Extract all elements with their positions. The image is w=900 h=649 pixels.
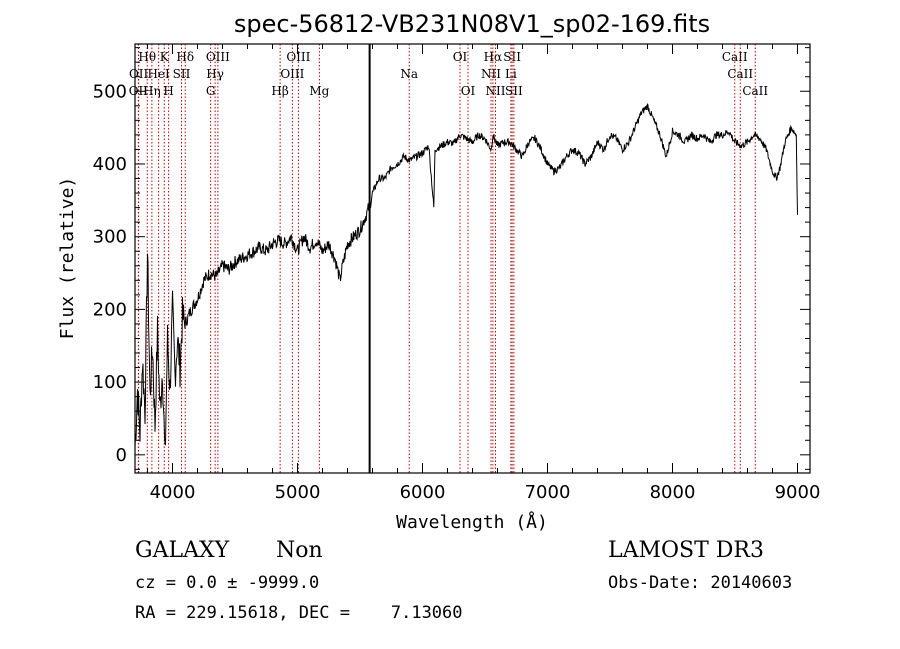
spectrum-series bbox=[134, 103, 798, 448]
spectrum-line bbox=[134, 103, 798, 448]
x-tick-label: 6000 bbox=[400, 482, 446, 503]
spectral-line-label: Hα bbox=[484, 50, 503, 64]
spectral-line-label: G bbox=[206, 84, 216, 98]
spectral-line-label: SII bbox=[505, 84, 523, 98]
spectral-line-label: Hδ bbox=[176, 50, 194, 64]
y-tick-label: 500 bbox=[93, 81, 127, 102]
spectral-line-label: OI bbox=[461, 84, 476, 98]
plot-frame bbox=[134, 43, 811, 474]
spectral-line-label: NII bbox=[486, 84, 506, 98]
spectral-line-label: OI bbox=[453, 50, 468, 64]
spectral-line-label: Na bbox=[400, 67, 418, 81]
spectral-line-label: H bbox=[163, 84, 173, 98]
x-tick-label: 5000 bbox=[275, 482, 321, 503]
spectral-line-label: Hβ bbox=[271, 84, 288, 98]
y-tick-label: 200 bbox=[93, 299, 127, 320]
axis-ticks: 4000 5000 6000 7000 8000 9000 0 100 200 300 400 500 bbox=[93, 44, 821, 503]
spectral-line-label: HeI bbox=[147, 67, 170, 81]
spectral-line-label: Mg bbox=[309, 84, 329, 98]
spectral-line-label: OII bbox=[129, 67, 149, 81]
obs-date: Obs-Date: 20140603 bbox=[608, 573, 793, 593]
spectral-line-label: OIII bbox=[206, 50, 230, 64]
spectral-line-label: CaII bbox=[727, 67, 753, 81]
x-tick-label: 8000 bbox=[650, 482, 696, 503]
x-tick-label: 4000 bbox=[150, 482, 196, 503]
coordinates: RA = 229.15618, DEC = 7.13060 bbox=[135, 603, 463, 623]
spectral-line-label: Hθ bbox=[138, 50, 156, 64]
spectral-line-label: OIII bbox=[280, 67, 304, 81]
redshift-info: cz = 0.0 ± -9999.0 bbox=[135, 573, 320, 593]
spectral-line-label: SII bbox=[173, 67, 191, 81]
y-axis-label: Flux (relative) bbox=[57, 177, 78, 340]
spectral-line-label: OIII bbox=[286, 50, 310, 64]
y-tick-label: 300 bbox=[93, 227, 127, 248]
spectral-line-label: SII bbox=[503, 50, 521, 64]
survey-name: LAMOST DR3 bbox=[608, 538, 764, 563]
x-tick-label: 9000 bbox=[775, 482, 821, 503]
chart-title: spec-56812-VB231N08V1_sp02-169.fits bbox=[234, 10, 710, 38]
spectral-line-label: K bbox=[160, 50, 170, 64]
x-tick-label: 7000 bbox=[525, 482, 571, 503]
spectral-line-label: CaII bbox=[742, 84, 768, 98]
y-tick-label: 100 bbox=[93, 372, 127, 393]
y-tick-label: 0 bbox=[116, 445, 127, 466]
object-class: GALAXY bbox=[135, 538, 230, 563]
object-subclass: Non bbox=[276, 538, 323, 563]
x-axis-label: Wavelength (Å) bbox=[396, 511, 548, 533]
spectral-line-label: CaII bbox=[722, 50, 748, 64]
spectral-line-label: Hη bbox=[143, 84, 161, 98]
spectral-line-label: NII bbox=[481, 67, 501, 81]
y-tick-label: 400 bbox=[93, 154, 127, 175]
spectral-line-label: Li bbox=[505, 67, 517, 81]
spectral-line-label: Hγ bbox=[206, 67, 224, 81]
